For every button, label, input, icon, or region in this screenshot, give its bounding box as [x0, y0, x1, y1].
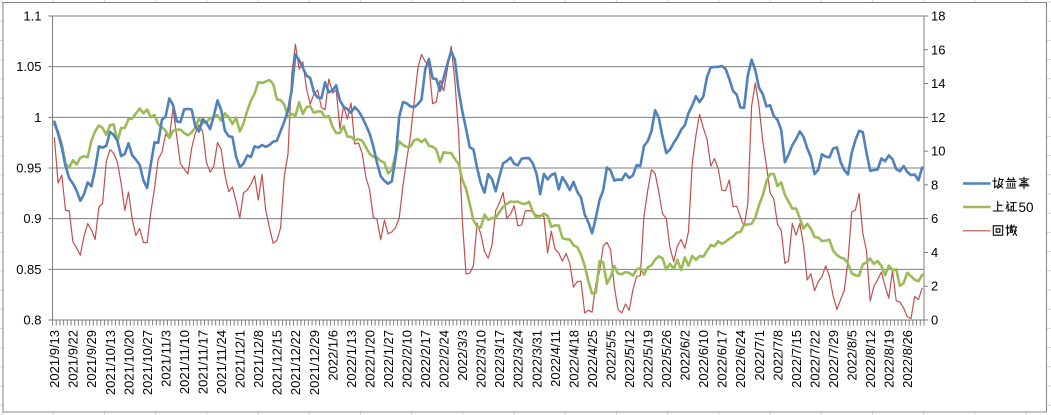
svg-text:2022/6/24: 2022/6/24	[733, 330, 748, 388]
svg-text:2021/11/24: 2021/11/24	[214, 330, 229, 394]
svg-text:2: 2	[931, 279, 938, 294]
svg-text:2022/6/2: 2022/6/2	[678, 330, 693, 381]
svg-text:2022/6/17: 2022/6/17	[715, 330, 730, 388]
svg-text:0: 0	[931, 313, 938, 328]
svg-text:0.9: 0.9	[23, 211, 41, 226]
svg-text:2022/7/29: 2022/7/29	[826, 330, 841, 388]
svg-text:1.05: 1.05	[16, 59, 41, 74]
svg-text:2022/7/1: 2022/7/1	[752, 330, 767, 381]
svg-text:2022/1/13: 2022/1/13	[344, 330, 359, 388]
svg-text:1: 1	[34, 110, 41, 125]
svg-text:2022/7/22: 2022/7/22	[807, 330, 822, 388]
svg-text:0.95: 0.95	[16, 161, 41, 176]
svg-text:10: 10	[931, 144, 945, 159]
svg-text:2022/5/26: 2022/5/26	[659, 330, 674, 388]
svg-text:2022/8/26: 2022/8/26	[900, 330, 915, 388]
svg-text:2022/2/24: 2022/2/24	[437, 330, 452, 388]
svg-text:2022/7/15: 2022/7/15	[789, 330, 804, 388]
svg-text:16: 16	[931, 42, 945, 57]
svg-text:2022/1/6: 2022/1/6	[325, 330, 340, 381]
svg-text:2022/1/20: 2022/1/20	[362, 330, 377, 388]
svg-text:2022/4/25: 2022/4/25	[585, 330, 600, 388]
svg-text:2021/12/15: 2021/12/15	[270, 330, 285, 395]
svg-text:50: 50	[1019, 200, 1034, 215]
svg-text:2022/4/11: 2022/4/11	[548, 330, 563, 387]
svg-text:1.1: 1.1	[23, 9, 41, 24]
svg-text:2022/3/24: 2022/3/24	[511, 330, 526, 388]
svg-text:2022/2/17: 2022/2/17	[418, 330, 433, 388]
svg-text:2021/11/3: 2021/11/3	[158, 330, 173, 387]
svg-text:2022/7/8: 2022/7/8	[770, 330, 785, 381]
svg-text:8: 8	[931, 177, 938, 192]
svg-text:2021/10/13: 2021/10/13	[103, 330, 118, 395]
svg-text:2021/12/8: 2021/12/8	[251, 330, 266, 388]
svg-text:2021/9/13: 2021/9/13	[47, 330, 62, 388]
svg-text:12: 12	[931, 110, 945, 125]
svg-text:2022/3/10: 2022/3/10	[474, 330, 489, 388]
svg-text:0.85: 0.85	[16, 262, 41, 277]
svg-text:2022/8/12: 2022/8/12	[863, 330, 878, 388]
svg-text:2021/11/17: 2021/11/17	[196, 330, 211, 394]
svg-text:2021/10/27: 2021/10/27	[140, 330, 155, 395]
svg-text:2022/1/27: 2022/1/27	[381, 330, 396, 388]
svg-text:2022/4/18: 2022/4/18	[566, 330, 581, 388]
svg-text:14: 14	[931, 76, 945, 91]
svg-text:2022/3/17: 2022/3/17	[492, 330, 507, 388]
svg-text:2022/5/5: 2022/5/5	[603, 330, 618, 381]
svg-text:2022/5/19: 2022/5/19	[641, 330, 656, 388]
svg-text:2021/12/22: 2021/12/22	[288, 330, 303, 395]
svg-text:2021/11/10: 2021/11/10	[177, 330, 192, 394]
svg-text:0.8: 0.8	[23, 313, 41, 328]
svg-text:2021/10/20: 2021/10/20	[121, 330, 136, 395]
svg-text:18: 18	[931, 9, 945, 24]
svg-text:2022/8/19: 2022/8/19	[882, 330, 897, 388]
svg-text:2021/9/29: 2021/9/29	[84, 330, 99, 388]
svg-text:2021/12/1: 2021/12/1	[233, 330, 248, 388]
svg-text:2022/3/3: 2022/3/3	[455, 330, 470, 381]
svg-text:2022/6/10: 2022/6/10	[696, 330, 711, 388]
svg-text:2022/2/10: 2022/2/10	[400, 330, 415, 388]
svg-text:6: 6	[931, 211, 938, 226]
svg-text:2022/5/12: 2022/5/12	[622, 330, 637, 388]
svg-text:2022/8/5: 2022/8/5	[845, 330, 860, 381]
svg-text:2021/12/29: 2021/12/29	[307, 330, 322, 395]
svg-text:2022/3/31: 2022/3/31	[529, 330, 544, 388]
svg-text:2021/9/22: 2021/9/22	[66, 330, 81, 388]
svg-text:4: 4	[931, 245, 938, 260]
